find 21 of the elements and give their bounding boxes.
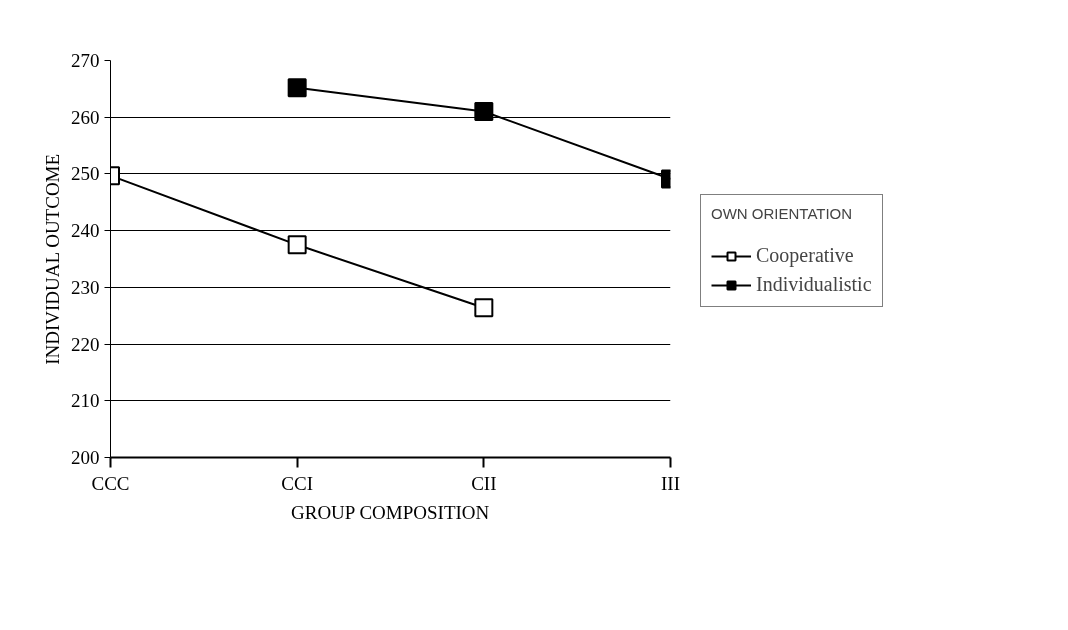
- legend-label: Individualistic: [756, 273, 872, 296]
- legend-label: Cooperative: [756, 244, 854, 267]
- y-axis-title: INDIVIDUAL OUTCOME: [42, 153, 63, 365]
- y-tick-label: 240: [71, 220, 100, 242]
- y-tick-label: 230: [71, 276, 100, 298]
- y-tick-label: 210: [71, 390, 100, 412]
- point: [474, 298, 494, 318]
- x-tick-label: III: [661, 472, 680, 494]
- y-tick-label: 270: [71, 50, 100, 71]
- x-axis-title: GROUP COMPOSITION: [291, 501, 490, 523]
- y-tick-label: 200: [71, 447, 100, 468]
- point: [287, 235, 307, 255]
- point: [287, 78, 307, 98]
- x-tick-label: CCC: [91, 472, 130, 494]
- y-tick-label: 250: [71, 163, 100, 185]
- x-tick-label: CCI: [281, 472, 314, 494]
- point: [474, 102, 494, 122]
- legend-title: OWN ORIENTATION: [711, 205, 854, 222]
- y-tick-label: 220: [71, 333, 100, 355]
- y-tick-label: 260: [71, 106, 100, 128]
- x-tick-label: CII: [471, 472, 497, 494]
